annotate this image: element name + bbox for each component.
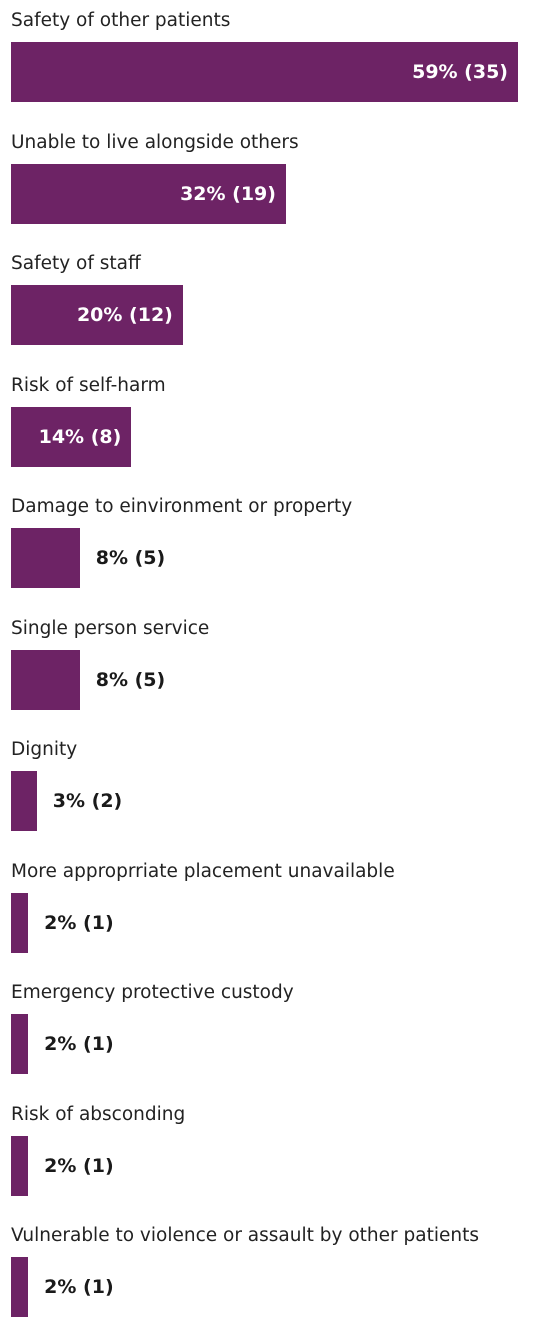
category-label: Damage to einvironment or property [11, 496, 353, 517]
bar [11, 649, 80, 710]
bar-value-label: 20% (12) [76, 304, 173, 326]
bar-value-label: 2% (1) [44, 1154, 114, 1177]
bar [11, 1257, 29, 1317]
bar [11, 42, 518, 102]
category-label: Single person service [11, 617, 210, 639]
bar-value-label: 2% (1) [44, 1033, 114, 1055]
bar-value-label: 8% (5) [95, 547, 166, 569]
category-label: Vulnerable to violence or assault by oth… [11, 1225, 479, 1246]
category-label: More approprriate placement unavailable [11, 860, 395, 882]
bar [11, 528, 80, 588]
bar-value-label: 2% (1) [44, 911, 114, 934]
category-label: Safety of other patients [11, 10, 231, 31]
bar [11, 1014, 29, 1074]
category-label: Risk of self-harm [11, 374, 166, 396]
bar [11, 406, 132, 467]
bar-value-label: 8% (5) [95, 668, 166, 691]
bar-value-label: 2% (1) [44, 1276, 114, 1298]
category-label: Safety of staff [11, 253, 141, 274]
bar [11, 285, 183, 345]
bar [11, 1135, 29, 1196]
bar [11, 163, 286, 224]
bar [11, 892, 29, 953]
category-label: Risk of absconding [11, 1103, 186, 1125]
bar-value-label: 59% (35) [412, 61, 508, 83]
category-label: Emergency protective custody [11, 982, 294, 1003]
category-label: Unable to live alongside others [11, 131, 299, 153]
bar [11, 771, 37, 831]
bar-value-label: 32% (19) [180, 182, 276, 205]
bar-value-label: 14% (8) [38, 425, 122, 448]
category-label: Dignity [11, 739, 78, 760]
bar-value-label: 3% (2) [52, 790, 123, 812]
